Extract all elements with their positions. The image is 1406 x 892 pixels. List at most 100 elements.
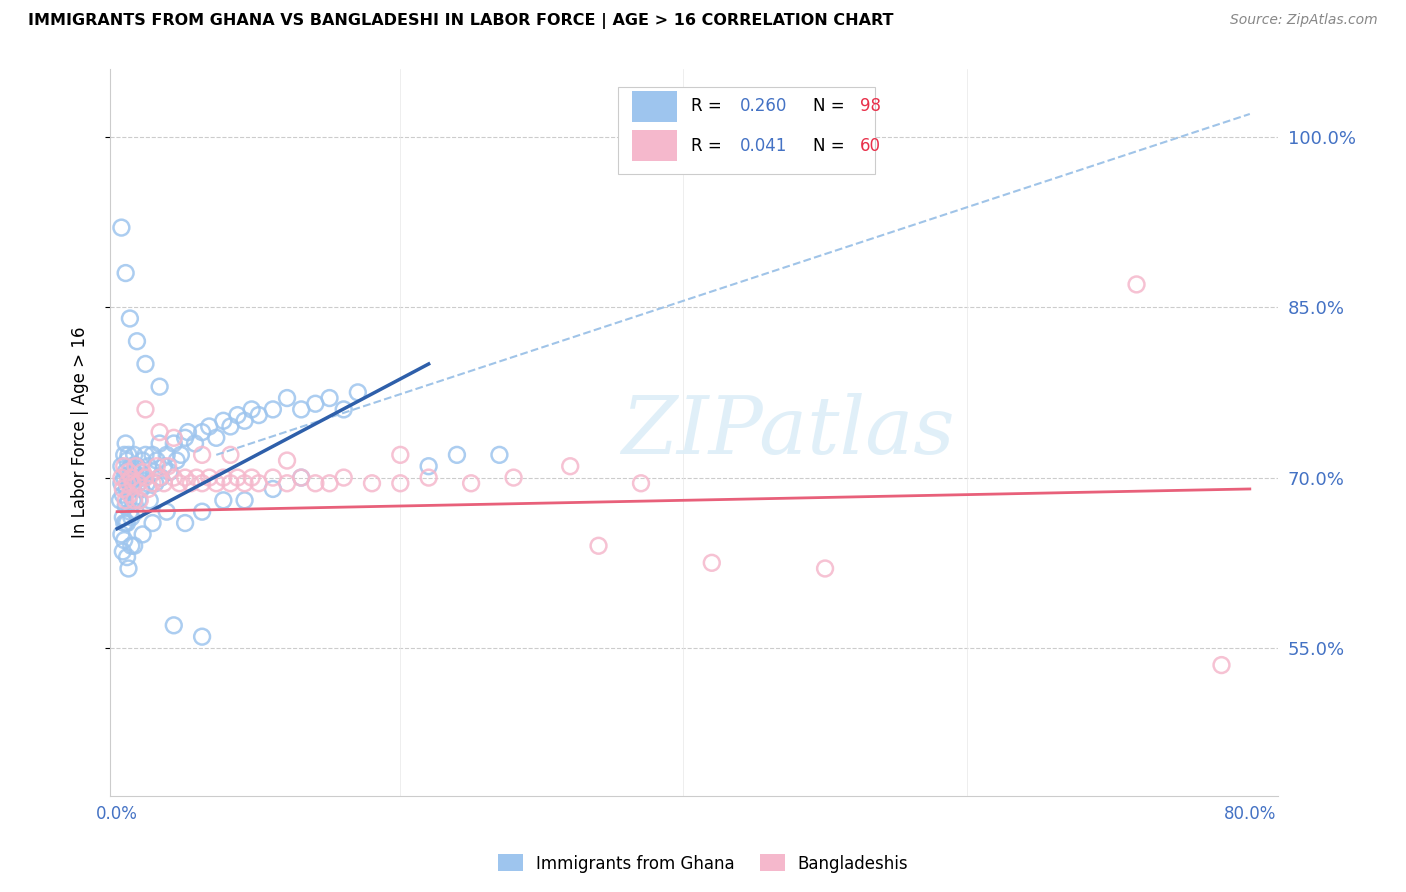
- Text: N =: N =: [813, 97, 851, 115]
- Point: [304, 476, 326, 491]
- Point: [114, 266, 136, 280]
- Point: [131, 527, 153, 541]
- Point: [174, 516, 197, 530]
- Point: [212, 414, 235, 428]
- Point: [219, 448, 242, 462]
- Point: [141, 448, 163, 462]
- Point: [120, 459, 142, 474]
- Point: [115, 550, 138, 565]
- Point: [191, 630, 214, 644]
- Point: [122, 493, 145, 508]
- Point: [124, 459, 146, 474]
- Point: [153, 476, 176, 491]
- Point: [156, 505, 179, 519]
- Point: [112, 516, 135, 530]
- Point: [169, 476, 191, 491]
- Point: [361, 476, 384, 491]
- Point: [212, 493, 235, 508]
- Point: [136, 482, 159, 496]
- Point: [304, 397, 326, 411]
- Point: [111, 510, 134, 524]
- Point: [186, 470, 208, 484]
- Point: [174, 431, 197, 445]
- Point: [153, 459, 176, 474]
- Point: [630, 476, 652, 491]
- Point: [117, 448, 139, 462]
- Point: [124, 470, 146, 484]
- Point: [149, 470, 172, 484]
- Point: [226, 408, 249, 422]
- Point: [262, 482, 284, 496]
- Point: [111, 488, 134, 502]
- Point: [262, 470, 284, 484]
- Point: [134, 470, 156, 484]
- Point: [110, 459, 132, 474]
- Point: [149, 425, 172, 439]
- Point: [121, 465, 143, 479]
- Point: [1125, 277, 1147, 292]
- Point: [332, 402, 354, 417]
- Point: [226, 470, 249, 484]
- Point: [115, 482, 138, 496]
- Point: [136, 459, 159, 474]
- Point: [180, 476, 202, 491]
- Point: [110, 527, 132, 541]
- Point: [114, 499, 136, 513]
- Text: R =: R =: [690, 97, 727, 115]
- Point: [290, 402, 312, 417]
- Point: [122, 448, 145, 462]
- Point: [141, 476, 163, 491]
- Point: [198, 470, 221, 484]
- Point: [118, 476, 141, 491]
- Text: R =: R =: [690, 136, 727, 154]
- Point: [118, 488, 141, 502]
- Point: [125, 459, 148, 474]
- Point: [170, 448, 193, 462]
- Point: [115, 453, 138, 467]
- Point: [121, 493, 143, 508]
- Point: [191, 425, 214, 439]
- Point: [166, 453, 188, 467]
- Point: [205, 476, 228, 491]
- Point: [318, 391, 340, 405]
- Point: [1211, 658, 1233, 673]
- Point: [191, 476, 214, 491]
- Point: [112, 533, 135, 547]
- Point: [233, 476, 256, 491]
- Point: [128, 493, 150, 508]
- Point: [110, 220, 132, 235]
- Point: [163, 436, 186, 450]
- Text: ZIPatlas: ZIPatlas: [621, 393, 955, 471]
- Point: [124, 505, 146, 519]
- Text: IMMIGRANTS FROM GHANA VS BANGLADESHI IN LABOR FORCE | AGE > 16 CORRELATION CHART: IMMIGRANTS FROM GHANA VS BANGLADESHI IN …: [28, 13, 894, 29]
- Point: [110, 470, 132, 484]
- Point: [114, 493, 136, 508]
- Point: [233, 493, 256, 508]
- Point: [143, 465, 166, 479]
- FancyBboxPatch shape: [619, 87, 875, 174]
- Point: [117, 493, 139, 508]
- Point: [150, 470, 173, 484]
- Point: [247, 476, 270, 491]
- Text: N =: N =: [813, 136, 851, 154]
- Point: [131, 465, 153, 479]
- Point: [120, 482, 142, 496]
- Point: [132, 470, 155, 484]
- Point: [502, 470, 524, 484]
- Point: [112, 470, 135, 484]
- Point: [141, 516, 163, 530]
- Point: [121, 476, 143, 491]
- Point: [276, 453, 298, 467]
- Point: [117, 465, 139, 479]
- Point: [262, 402, 284, 417]
- Point: [276, 391, 298, 405]
- Point: [122, 476, 145, 491]
- Point: [127, 476, 149, 491]
- Point: [111, 544, 134, 558]
- Point: [111, 482, 134, 496]
- Point: [177, 425, 200, 439]
- Y-axis label: In Labor Force | Age > 16: In Labor Force | Age > 16: [72, 326, 89, 538]
- Point: [128, 465, 150, 479]
- Point: [115, 516, 138, 530]
- Point: [219, 419, 242, 434]
